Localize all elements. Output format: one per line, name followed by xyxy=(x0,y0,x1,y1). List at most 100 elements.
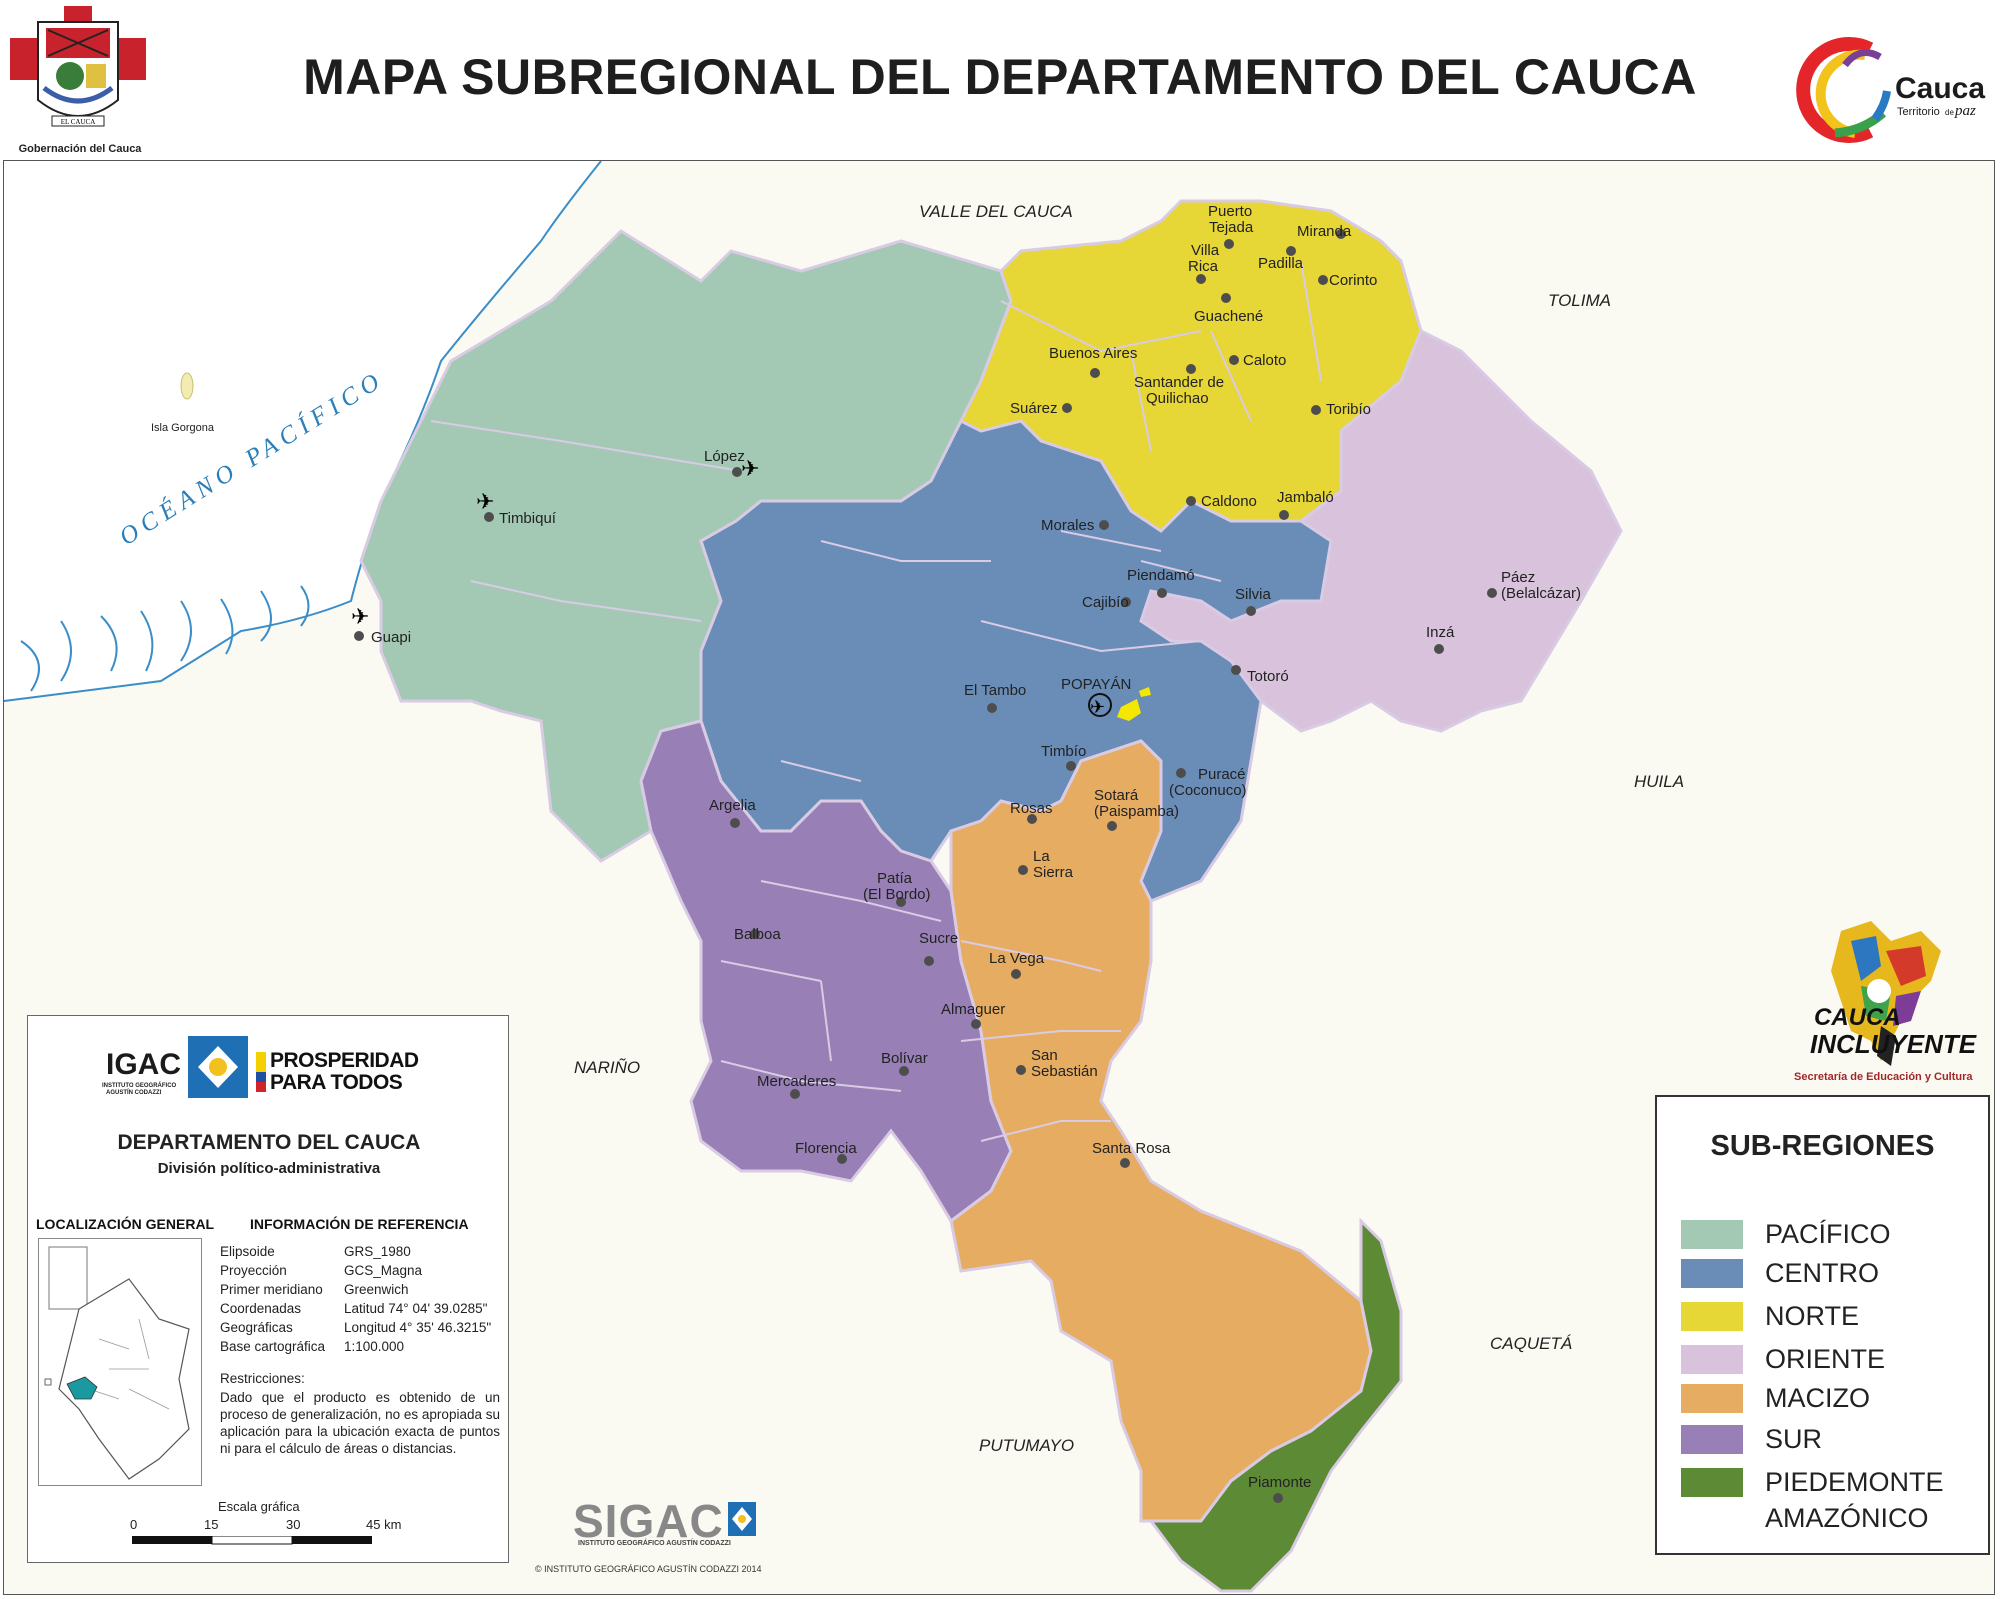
cauca-tagline-2: de xyxy=(1945,108,1954,117)
legend-label-macizo: MACIZO xyxy=(1765,1383,1870,1413)
place-paez: Páez xyxy=(1501,569,1535,586)
legend-label-centro: CENTRO xyxy=(1765,1258,1879,1288)
legend-label-sur: SUR xyxy=(1765,1424,1823,1454)
place-padilla: Padilla xyxy=(1258,255,1304,272)
place-lopez: López xyxy=(704,448,745,465)
place-sotara: Sotará xyxy=(1094,787,1139,804)
ref-key-0: Elipsoide xyxy=(220,1244,275,1259)
airport-icon-lopez: ✈ xyxy=(741,456,759,481)
ref-val-3: Latitud 74° 04' 39.0285" xyxy=(344,1301,488,1316)
place-sebastian: Sebastián xyxy=(1031,1063,1098,1080)
localizacion-header: LOCALIZACIÓN GENERAL xyxy=(36,1216,215,1232)
ocean-area xyxy=(4,161,601,701)
page-title: MAPA SUBREGIONAL DEL DEPARTAMENTO DEL CA… xyxy=(303,49,1697,105)
scale-label-3: 45 km xyxy=(366,1517,402,1532)
island-label: Isla Gorgona xyxy=(151,422,215,434)
ref-val-5: 1:100.000 xyxy=(344,1339,405,1354)
informacion-header: INFORMACIÓN DE REFERENCIA xyxy=(250,1216,469,1232)
neighbor-huila: HUILA xyxy=(1634,772,1684,791)
legend-label-piedemonte: PIEDEMONTE xyxy=(1765,1467,1944,1497)
ref-key-1: Proyección xyxy=(220,1263,287,1278)
legend: SUB-REGIONES PACÍFICO CENTRO NORTE ORIEN… xyxy=(1655,1095,1990,1555)
place-tejada: Tejada xyxy=(1209,219,1254,236)
reference-panel: IGAC INSTITUTO GEOGRÁFICO AGUSTÍN CODAZZ… xyxy=(27,1015,509,1563)
legend-swatch-piedemonte xyxy=(1681,1468,1743,1497)
scale-label-0: 0 xyxy=(130,1517,138,1532)
map-canvas: ✈ ✈ ✈ ✈ VALLE DEL CAUCA TOLIMA HUILA NAR… xyxy=(4,161,1684,1593)
place-buenos-aires: Buenos Aires xyxy=(1049,345,1137,362)
place-guachene: Guachené xyxy=(1194,308,1263,325)
place-inza: Inzá xyxy=(1426,624,1455,641)
legend-label-amazonico: AMAZÓNICO xyxy=(1765,1503,1929,1533)
place-la: La xyxy=(1033,848,1050,865)
place-dots xyxy=(354,229,1497,1503)
ref-key-2: Primer meridiano xyxy=(220,1282,323,1297)
scale-title: Escala gráfica xyxy=(218,1499,300,1514)
place-el-bordo: (El Bordo) xyxy=(863,886,931,903)
place-puerto: Puerto xyxy=(1208,203,1252,220)
place-timbiqui: Timbiquí xyxy=(499,510,557,527)
ref-val-4: Longitud 4° 35' 46.3215" xyxy=(344,1320,492,1335)
cauca-territorio-de-paz-logo: Cauca Territorio de paz xyxy=(1796,37,1985,143)
scale-label-2: 30 xyxy=(286,1517,301,1532)
reference-subtitle: División político-administrativa xyxy=(157,1160,381,1177)
place-caldono: Caldono xyxy=(1201,493,1257,510)
igac-logo-text: IGAC xyxy=(106,1048,181,1081)
legend-swatch-macizo xyxy=(1681,1384,1743,1413)
place-florencia: Florencia xyxy=(795,1140,857,1157)
legend-label-norte: NORTE xyxy=(1765,1301,1860,1331)
igac-sub-2: AGUSTÍN CODAZZI xyxy=(106,1090,162,1096)
incluyente-line-2: INCLUYENTE xyxy=(1810,1029,1977,1059)
place-piamonte: Piamonte xyxy=(1248,1474,1311,1491)
legend-swatch-oriente xyxy=(1681,1345,1743,1374)
restrictions-header: Restricciones: xyxy=(220,1371,305,1386)
airport-icon-guapi: ✈ xyxy=(351,604,369,629)
neighbor-valle: VALLE DEL CAUCA xyxy=(919,202,1073,221)
neighbor-narino: NARIÑO xyxy=(574,1058,640,1077)
prosperidad-line-2: PARA TODOS xyxy=(270,1071,403,1094)
sigac-sub: INSTITUTO GEOGRÁFICO AGUSTÍN CODAZZI xyxy=(578,1540,731,1547)
place-popayan: POPAYÁN xyxy=(1061,676,1131,693)
legend-title: SUB-REGIONES xyxy=(1710,1130,1935,1162)
place-coconuco: (Coconuco) xyxy=(1169,782,1247,799)
place-santa-rosa: Santa Rosa xyxy=(1092,1140,1171,1157)
place-paispamba: (Paispamba) xyxy=(1094,803,1179,820)
cauca-tagline-3: paz xyxy=(1954,103,1976,119)
scale-bar xyxy=(132,1536,372,1545)
ref-key-5: Base cartográfica xyxy=(220,1339,326,1354)
igac-sub-1: INSTITUTO GEOGRÁFICO xyxy=(102,1083,177,1089)
ref-key-4: Geográficas xyxy=(220,1320,293,1335)
place-bolivar: Bolívar xyxy=(881,1050,928,1067)
place-argelia: Argelia xyxy=(709,797,756,814)
place-balboa: Balboa xyxy=(734,926,781,943)
shield-text: EL CAUCA xyxy=(61,118,96,126)
coastline xyxy=(4,161,602,702)
place-purace: Puracé xyxy=(1198,766,1246,783)
place-belalcazar: (Belalcázar) xyxy=(1501,585,1581,602)
place-sierra: Sierra xyxy=(1033,864,1074,881)
place-guapi: Guapi xyxy=(371,629,411,646)
legend-swatch-norte xyxy=(1681,1302,1743,1331)
scale-label-1: 15 xyxy=(204,1517,219,1532)
legend-label-pacifico: PACÍFICO xyxy=(1765,1219,1891,1249)
ref-val-0: GRS_1980 xyxy=(344,1244,411,1259)
neighbor-caqueta: CAQUETÁ xyxy=(1490,1334,1572,1353)
gobernacion-shield-icon: EL CAUCA xyxy=(10,6,146,127)
neighbor-putumayo: PUTUMAYO xyxy=(979,1436,1074,1455)
place-villa: Villa xyxy=(1191,242,1220,259)
place-rosas: Rosas xyxy=(1010,800,1053,817)
place-quilichao: Quilichao xyxy=(1146,390,1209,407)
legend-swatch-centro xyxy=(1681,1259,1743,1288)
place-patia: Patía xyxy=(877,870,913,887)
place-corinto: Corinto xyxy=(1329,272,1377,289)
place-sucre: Sucre xyxy=(919,930,958,947)
sigac-emblem-icon xyxy=(728,1502,756,1536)
place-totoro: Totoró xyxy=(1247,668,1289,685)
airport-plane-popayan: ✈ xyxy=(1090,697,1105,717)
legend-swatch-sur xyxy=(1681,1425,1743,1454)
sigac-logo-text: SIGAC xyxy=(573,1495,724,1547)
airport-icon-timbiqui: ✈ xyxy=(476,489,494,514)
place-la-vega: La Vega xyxy=(989,950,1045,967)
ref-val-2: Greenwich xyxy=(344,1282,409,1297)
neighbor-tolima: TOLIMA xyxy=(1548,291,1611,310)
